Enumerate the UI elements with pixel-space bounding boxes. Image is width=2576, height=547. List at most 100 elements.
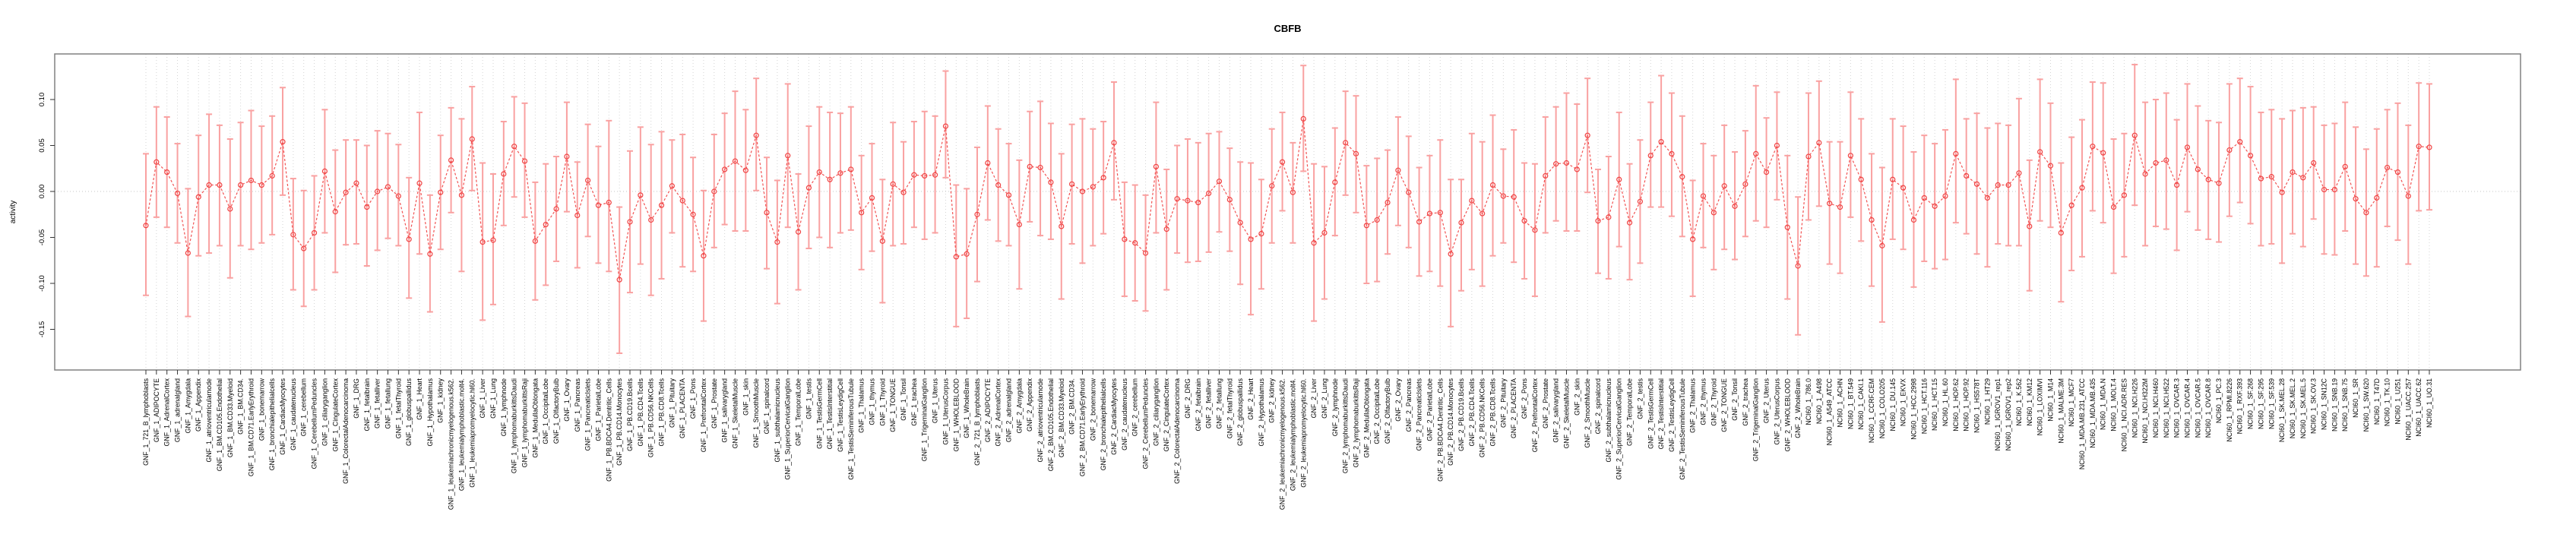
x-axis-label: NCI60_1_HT29 bbox=[1983, 378, 1991, 425]
data-point-marker bbox=[1837, 204, 1843, 210]
x-axis-label: GNF_1_Pons bbox=[689, 378, 697, 419]
x-axis-label: NCI60_1_HCT.116 bbox=[1920, 378, 1928, 434]
x-axis-label: GNF_2_BM.CD71.EarlyErythroid bbox=[1078, 378, 1086, 476]
data-point-marker bbox=[1448, 251, 1454, 257]
x-axis-label: GNF_2_skin bbox=[1573, 378, 1581, 416]
data-point-marker bbox=[2110, 204, 2117, 210]
x-axis-label: GNF_1_BM.CD34. bbox=[237, 378, 245, 435]
data-point-marker bbox=[2153, 160, 2159, 166]
x-axis-label: GNF_2_DRG bbox=[1184, 378, 1191, 419]
data-point-marker bbox=[1079, 188, 1086, 194]
data-point-marker bbox=[311, 229, 318, 236]
x-axis-label: NCI60_1_A498 bbox=[1815, 378, 1823, 424]
data-point-marker bbox=[742, 167, 748, 173]
data-point-marker bbox=[490, 237, 496, 243]
data-point-marker bbox=[764, 210, 770, 216]
x-axis-label: GNF_2_fetallung bbox=[1215, 378, 1223, 429]
data-point-marker bbox=[1584, 132, 1590, 138]
data-point-marker bbox=[616, 277, 622, 283]
data-point-marker bbox=[753, 132, 759, 138]
x-axis-label: GNF_2_adrenalgland bbox=[1005, 378, 1013, 442]
x-axis-label: GNF_2_lymphomaburkittsRaji bbox=[1353, 378, 1360, 467]
x-axis-label: GNF_2_Pons bbox=[1521, 378, 1528, 419]
x-axis-label: NCI60_1_SNB.75 bbox=[2341, 378, 2349, 432]
data-point-marker bbox=[1090, 184, 1096, 190]
data-point-marker bbox=[1626, 220, 1633, 226]
x-axis-label: NCI60_1_U251 bbox=[2394, 378, 2401, 425]
x-axis-label: GNF_1_Pituitary bbox=[668, 378, 676, 428]
data-point-marker bbox=[195, 194, 201, 200]
x-axis-label: NCI60_1_SF.539 bbox=[2267, 378, 2275, 429]
data-point-marker bbox=[942, 123, 949, 129]
data-point-marker bbox=[879, 238, 885, 244]
x-axis-label: NCI60_1_IGROV1_rep2 bbox=[2005, 378, 2012, 451]
x-axis-label: GNF_1_Heart bbox=[416, 378, 423, 419]
data-point-marker bbox=[2258, 175, 2264, 182]
data-point-marker bbox=[711, 188, 717, 194]
x-axis-label: GNF_1_spinalcord bbox=[763, 378, 771, 434]
data-point-marker bbox=[1426, 210, 1433, 217]
x-axis-label: GNF_1_CerebellumPeduncles bbox=[311, 378, 318, 469]
x-axis-label: GNF_1_fetalbrain bbox=[363, 378, 371, 432]
data-point-marker bbox=[1385, 199, 1391, 206]
data-point-marker bbox=[1237, 220, 1243, 226]
x-axis-label: GNF_1_AdrenalCortex bbox=[163, 378, 171, 446]
x-axis-label: GNF_2_OlfactoryBulb bbox=[1384, 378, 1391, 444]
y-axis: 0.10 0.05 0.00 -0.05 -0.10 -0.15 bbox=[38, 93, 55, 337]
data-point-marker bbox=[2195, 166, 2201, 172]
x-axis-label: GNF_2_PB.CD56.NKCells bbox=[1479, 378, 1486, 457]
x-axis-label: GNF_2_BM.CD34. bbox=[1068, 378, 1076, 435]
x-axis-label: GNF_2_AdrenalCortex bbox=[995, 378, 1002, 446]
chart-title: CBFB bbox=[1274, 23, 1301, 34]
data-point-marker bbox=[2131, 132, 2138, 138]
data-point-marker bbox=[774, 239, 780, 245]
data-point-marker bbox=[248, 177, 255, 184]
data-point-marker bbox=[1742, 181, 1748, 187]
x-axis-label: NCI60_1_DU.145 bbox=[1889, 378, 1897, 432]
data-point-marker bbox=[174, 190, 181, 197]
x-axis-label: GNF_1_SkeletalMuscle bbox=[731, 378, 739, 449]
x-axis-label: GNF_1_Tonsil bbox=[900, 378, 907, 421]
data-point-marker bbox=[1111, 140, 1117, 146]
x-axis-label: GNF_2_TestisGermCell bbox=[1647, 378, 1654, 449]
x-axis-label: GNF_1_SmoothMuscle bbox=[752, 378, 760, 448]
x-axis-label: GNF_1_PancreaticIslets bbox=[584, 378, 592, 451]
data-point-marker bbox=[2426, 144, 2432, 150]
data-point-marker bbox=[1479, 210, 1486, 217]
x-axis-label: GNF_1_Appendix bbox=[195, 378, 202, 432]
x-axis-label: GNF_2_ParietalLobe bbox=[1426, 378, 1433, 441]
data-point-marker bbox=[1942, 193, 1948, 199]
data-point-marker bbox=[805, 185, 812, 191]
x-axis-label: NCI60_1_SK.MEL.28 bbox=[2278, 378, 2286, 442]
x-axis-label: GNF_2_BM.CD105.Endothelial bbox=[1047, 378, 1055, 471]
data-point-marker bbox=[2216, 180, 2222, 186]
data-point-marker bbox=[1847, 153, 1853, 159]
x-axis-label: GNF_2_Uterus bbox=[1763, 378, 1771, 423]
x-axis-label: GNF_1_Ovary bbox=[563, 378, 571, 421]
x-axis-label: GNF_1_Prostate bbox=[710, 378, 718, 428]
data-point-marker bbox=[543, 221, 549, 228]
x-axis-label: GNF_1_PB.CD4.Tcells bbox=[637, 378, 644, 446]
x-axis-label: GNF_1_TestisSeminiferousTubule bbox=[847, 378, 855, 480]
data-point-marker bbox=[1690, 236, 1696, 242]
data-point-marker bbox=[585, 177, 591, 184]
x-axis-label: NCI60_1_MDA.MB.231_ATCC bbox=[2078, 378, 2086, 470]
x-axis-label: GNF_1_fetalThyroid bbox=[394, 378, 402, 438]
x-axis-label: GNF_2_TestisSeminiferousTubule bbox=[1679, 378, 1686, 480]
data-point-marker bbox=[869, 194, 875, 201]
data-point-marker bbox=[1858, 176, 1864, 182]
x-axis-label: NCI60_1_MOLT.4 bbox=[2110, 378, 2118, 432]
data-point-marker bbox=[1669, 150, 1675, 157]
x-axis-label: GNF_1_721_B_lymphoblasts bbox=[142, 378, 150, 466]
x-axis-label: GNF_1_CingulateCortex bbox=[331, 378, 339, 451]
x-axis-label: GNF_1_TestisLeydigCell bbox=[837, 378, 844, 452]
data-point-marker bbox=[837, 170, 843, 176]
data-point-marker bbox=[1879, 242, 1885, 248]
x-axis-label: NCI60_1_A549_ATCC bbox=[1826, 378, 1834, 445]
x-axis-label: GNF_1_fetallung bbox=[385, 378, 392, 429]
data-point-marker bbox=[1258, 231, 1264, 237]
x-axis-label: NCI60_1_UO.31 bbox=[2426, 378, 2433, 428]
data-point-marker bbox=[290, 232, 296, 238]
x-axis-label: GNF_1_kidney bbox=[437, 378, 445, 422]
data-point-marker bbox=[2363, 210, 2369, 216]
